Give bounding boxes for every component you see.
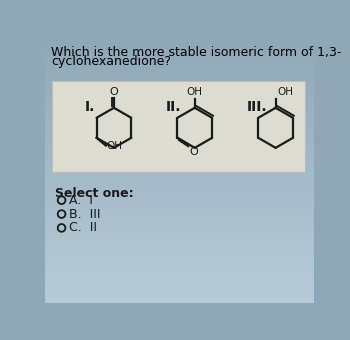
Bar — [45, 58, 314, 63]
Bar — [45, 50, 314, 54]
Bar — [45, 98, 314, 102]
Bar — [45, 93, 314, 98]
Bar — [45, 146, 314, 150]
Bar — [45, 163, 314, 167]
FancyBboxPatch shape — [52, 81, 305, 172]
Bar — [45, 110, 314, 115]
Text: OH: OH — [277, 87, 293, 97]
Bar — [45, 289, 314, 294]
Bar — [45, 102, 314, 106]
Text: Select one:: Select one: — [55, 187, 134, 200]
Text: Which is the more stable isomeric form of 1,3-: Which is the more stable isomeric form o… — [51, 46, 341, 59]
Bar — [45, 207, 314, 211]
Bar — [45, 84, 314, 89]
Bar — [45, 181, 314, 185]
Bar — [45, 167, 314, 172]
Bar — [45, 268, 314, 272]
Bar — [45, 63, 314, 67]
Bar — [45, 150, 314, 154]
Bar — [45, 220, 314, 224]
Text: III.: III. — [246, 100, 267, 114]
Bar — [45, 259, 314, 263]
Text: OH: OH — [187, 87, 203, 97]
Bar — [45, 233, 314, 237]
Bar — [45, 106, 314, 110]
Bar — [45, 241, 314, 246]
Bar — [45, 198, 314, 202]
Bar — [45, 141, 314, 146]
Bar — [45, 294, 314, 298]
Bar — [45, 133, 314, 137]
Bar — [45, 193, 314, 198]
Bar — [45, 158, 314, 163]
Bar — [45, 250, 314, 255]
Bar — [45, 176, 314, 181]
Bar — [45, 215, 314, 220]
Bar — [45, 285, 314, 289]
Bar — [45, 115, 314, 119]
Bar — [45, 281, 314, 285]
Bar — [45, 228, 314, 233]
Bar — [45, 80, 314, 84]
Bar — [45, 119, 314, 124]
Bar — [45, 276, 314, 281]
Bar — [45, 137, 314, 141]
Text: C.  II: C. II — [69, 221, 97, 234]
Text: B.  III: B. III — [69, 207, 101, 221]
Bar — [45, 185, 314, 189]
Bar — [45, 224, 314, 228]
Bar — [45, 154, 314, 158]
Text: I.: I. — [85, 100, 95, 114]
Bar — [45, 263, 314, 268]
Bar — [45, 54, 314, 58]
Bar — [45, 255, 314, 259]
Bar — [45, 202, 314, 207]
Bar — [45, 172, 314, 176]
Text: OH: OH — [107, 140, 122, 151]
Bar — [45, 272, 314, 276]
Bar — [45, 189, 314, 193]
Bar — [45, 71, 314, 76]
Text: O: O — [189, 147, 198, 157]
Bar — [45, 45, 314, 50]
Text: cyclohexanedione?: cyclohexanedione? — [51, 55, 171, 68]
Bar — [45, 67, 314, 71]
Text: A.  I: A. I — [69, 194, 93, 207]
Bar — [45, 298, 314, 303]
Bar — [45, 211, 314, 215]
Bar — [45, 246, 314, 250]
Bar — [45, 237, 314, 241]
Text: II.: II. — [166, 100, 181, 114]
Text: O: O — [110, 87, 118, 97]
Bar — [45, 89, 314, 93]
Bar — [45, 76, 314, 80]
Bar — [45, 124, 314, 128]
Bar — [45, 128, 314, 132]
Bar — [45, 41, 314, 45]
